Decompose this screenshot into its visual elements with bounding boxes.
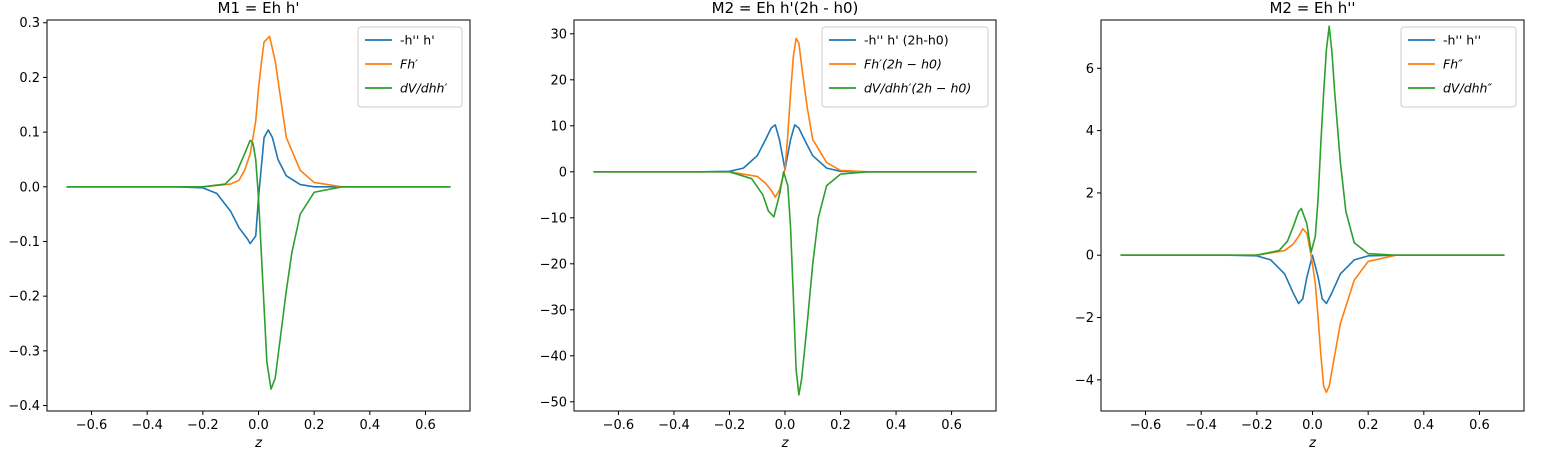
series-line-2 [66, 35, 451, 188]
legend-box [821, 26, 989, 108]
y-tick-label: 0.1 [19, 126, 40, 141]
x-tick-label: 0.2 [1358, 418, 1379, 433]
legend-label: -h'' h' [400, 33, 435, 48]
legend: -h'' h' Fh′ dV/dhh′ [357, 26, 463, 108]
x-axis-label: z [781, 436, 790, 450]
y-tick-label: −0.3 [8, 344, 40, 359]
y-tick-label: −0.4 [8, 399, 40, 414]
series-group [1120, 25, 1505, 394]
series-line-3 [593, 171, 977, 396]
x-tick-label: −0.6 [603, 418, 635, 433]
y-tick-label: −40 [540, 349, 567, 364]
series-line-3 [1120, 25, 1505, 257]
legend-label: dV/dhh′ [400, 81, 447, 96]
legend-label: Fh′(2h − h0) [864, 57, 942, 72]
series-line-1 [1120, 254, 1505, 305]
y-tick-label: −10 [540, 211, 567, 226]
legend-label: -h'' h'' [1443, 33, 1481, 48]
legend-label: -h'' h' (2h-h0) [864, 33, 949, 48]
y-tick-label: −20 [540, 257, 567, 272]
y-tick-label: −0.1 [8, 235, 40, 250]
x-tick-label: −0.2 [187, 418, 219, 433]
series-group [593, 37, 977, 396]
y-tick-label: 0.0 [19, 180, 40, 195]
y-tick-label: −4 [1075, 373, 1094, 388]
x-tick-label: −0.4 [658, 418, 690, 433]
series-line-2 [1120, 227, 1505, 394]
y-tick-label: 0.3 [19, 16, 40, 31]
legend-label: dV/dhh′(2h − h0) [864, 81, 971, 96]
x-tick-label: 0.6 [415, 418, 436, 433]
y-tick-label: 20 [550, 73, 567, 88]
x-tick-label: −0.2 [1241, 418, 1273, 433]
y-tick-label: 0.2 [19, 71, 40, 86]
chart-title: M2 = Eh h'' [1269, 0, 1355, 17]
legend: -h'' h'' Fh″ dV/dhh″ [1400, 26, 1517, 108]
y-tick-label: −30 [540, 303, 567, 318]
x-tick-label: 0.0 [248, 418, 269, 433]
series-group [66, 35, 451, 390]
x-tick-label: 0.4 [359, 418, 380, 433]
legend-box [357, 26, 463, 108]
y-tick-label: 4 [1086, 124, 1094, 139]
legend: -h'' h' (2h-h0) Fh′(2h − h0) dV/dhh′(2h − … [821, 26, 989, 108]
y-tick-label: 6 [1086, 62, 1094, 77]
y-tick-label: −0.2 [8, 290, 40, 305]
chart-panel-2: −0.6 −0.4 −0.2 0.0 0.2 0.4 0.6 −50 −40 −30 −20 −10 0… [540, 0, 997, 450]
y-tick-label: 10 [550, 119, 567, 134]
series-line-3 [66, 139, 451, 390]
chart-panel-1: −0.6 −0.4 −0.2 0.0 0.2 0.4 0.6 −0.4 −0.3 −0.2 −0.1… [8, 0, 471, 450]
x-tick-label: −0.6 [1130, 418, 1162, 433]
x-tick-label: −0.4 [1185, 418, 1217, 433]
chart-title: M1 = Eh h' [218, 0, 300, 17]
chart-panel-3: −0.6 −0.4 −0.2 0.0 0.2 0.4 0.6 −4 −2 0 2 4 6 M2 = Eh … [1075, 0, 1525, 450]
y-tick-label: −50 [540, 395, 567, 410]
x-tick-label: 0.0 [1302, 418, 1323, 433]
x-tick-label: 0.4 [1413, 418, 1434, 433]
legend-label: dV/dhh″ [1443, 81, 1492, 96]
x-tick-label: 0.2 [830, 418, 851, 433]
x-axis-label: z [1308, 436, 1317, 450]
y-tick-label: −2 [1075, 311, 1094, 326]
x-tick-label: −0.4 [131, 418, 163, 433]
y-tick-label: 30 [550, 27, 567, 42]
y-tick-label: 0 [1086, 249, 1094, 264]
legend-label: Fh′ [400, 57, 418, 72]
x-axis-label: z [254, 436, 263, 450]
y-tick-label: 0 [559, 165, 567, 180]
series-line-2 [593, 37, 977, 198]
x-tick-label: 0.4 [886, 418, 907, 433]
y-tick-label: 2 [1086, 186, 1094, 201]
x-tick-label: −0.2 [714, 418, 746, 433]
legend-box [1400, 26, 1517, 108]
x-tick-label: 0.6 [941, 418, 962, 433]
x-tick-label: 0.6 [1469, 418, 1490, 433]
chart-title: M2 = Eh h'(2h - h0) [712, 0, 859, 17]
legend-label: Fh″ [1443, 57, 1463, 72]
x-tick-label: −0.6 [76, 418, 108, 433]
x-tick-label: 0.2 [304, 418, 325, 433]
x-tick-label: 0.0 [775, 418, 796, 433]
